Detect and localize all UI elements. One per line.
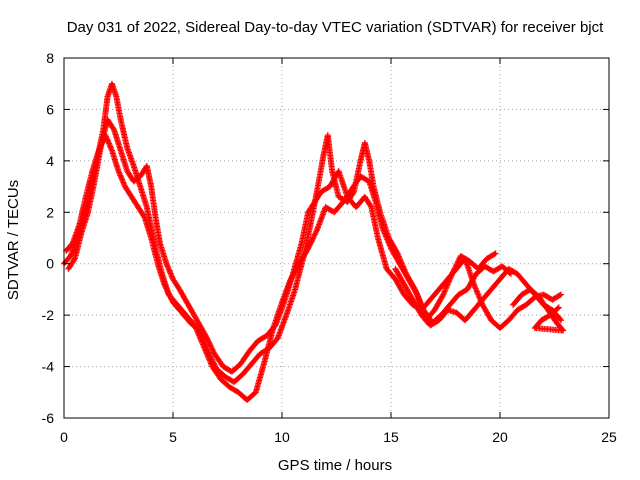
data-point [411,285,418,292]
data-point [311,232,318,239]
y-axis-label: SDTVAR / TECUs [5,180,22,300]
data-point [168,296,175,303]
series-trace [510,286,567,334]
data-point [208,345,215,352]
data-series [61,80,567,403]
data-point [204,335,211,342]
data-point [554,305,561,312]
data-point [202,332,209,339]
data-point [204,348,211,355]
data-point [350,190,357,196]
data-point [313,228,320,235]
data-point [309,236,316,243]
data-point [212,363,219,370]
series-trace [61,80,499,403]
data-point [71,256,78,263]
x-tick-label: 0 [60,429,68,445]
data-point [210,359,217,366]
series-trace [65,116,565,375]
data-point [167,293,174,300]
data-point [210,347,217,354]
data-point [393,249,400,256]
data-point [110,125,117,132]
data-point [311,231,318,238]
y-tick-label: 2 [46,204,54,220]
axis-ticks: 0 5 10 15 20 25 -6 -4 -2 0 2 4 6 8 [42,50,617,445]
data-point [162,284,169,291]
data-point [167,295,174,302]
data-point [308,238,315,245]
x-tick-label: 15 [383,429,399,445]
y-tick-label: -2 [42,307,55,323]
data-point [161,282,168,289]
data-point [207,353,214,360]
data-point [492,250,499,257]
series-trace [63,132,514,385]
data-point [209,357,216,364]
data-point [163,285,170,292]
data-point [210,360,217,367]
data-point [164,288,171,295]
data-point [206,341,213,348]
x-tick-label: 10 [274,429,290,445]
y-tick-label: 0 [46,256,54,272]
data-point [557,316,564,323]
data-point [161,281,168,288]
y-tick-label: 4 [46,153,54,169]
data-point [205,349,212,356]
data-point [206,350,213,357]
data-point [558,317,565,324]
y-tick-label: 6 [46,101,54,117]
data-point [166,292,173,299]
data-point [140,213,147,220]
data-point [491,251,498,258]
x-tick-label: 5 [169,429,177,445]
data-point [439,292,446,299]
data-point [205,338,212,345]
data-point [165,289,172,296]
y-tick-label: -4 [42,359,55,375]
data-point [556,292,563,299]
data-point [207,342,214,349]
data-point [206,339,213,346]
data-point [309,235,316,242]
data-point [204,336,211,343]
data-point [367,202,374,209]
data-point [201,331,208,338]
x-tick-label: 20 [492,429,508,445]
y-tick-label: 8 [46,50,54,66]
y-tick-label: -6 [42,410,55,426]
data-point [208,355,215,362]
data-point [208,343,215,350]
data-point [209,346,216,353]
chart-title: Day 031 of 2022, Sidereal Day-to-day VTE… [67,19,604,36]
data-point [211,361,218,368]
plot-frame [63,57,610,419]
data-point [310,234,317,241]
data-point [208,356,215,363]
x-axis-label: GPS time / hours [278,457,392,474]
grid-lines [64,58,609,418]
data-point [203,334,210,341]
data-point [312,230,319,237]
data-point [558,291,565,298]
x-tick-label: 25 [601,429,617,445]
data-point [165,290,172,297]
data-point [555,304,562,311]
data-point [206,352,213,359]
data-point [307,239,314,246]
data-point [163,286,170,293]
